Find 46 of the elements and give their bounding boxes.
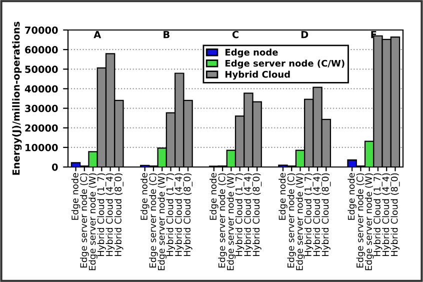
x-tick-label: Hybrid Cloud (4_4) xyxy=(174,173,184,256)
annotation: A xyxy=(94,30,102,38)
y-tick-label: 70000 xyxy=(25,26,58,34)
x-tick-label: Edge server node (W) xyxy=(88,173,98,270)
x-tick-label: Hybrid Cloud (4_4) xyxy=(382,173,392,256)
x-tick-label: Edge server node (C) xyxy=(218,173,227,268)
x-tick-label: Hybrid Cloud (8_0) xyxy=(390,173,400,256)
x-tick-label: Edge server node (W) xyxy=(226,173,236,270)
x-tick-label: Edge server node (C) xyxy=(149,173,158,268)
x-tick-label: Edge server node (C) xyxy=(356,173,366,268)
x-tick-label: Edge node xyxy=(348,173,356,220)
x-tick-label: Edge node xyxy=(140,173,150,220)
x-tick-label: Edge server node (C) xyxy=(80,173,89,268)
annotation: D xyxy=(301,30,308,38)
x-tick-label: Hybrid Cloud (1_7) xyxy=(373,173,382,256)
y-tick-label: 10000 xyxy=(26,144,58,152)
y-tick-label: 60000 xyxy=(25,46,58,54)
y-tick-label: 30000 xyxy=(25,104,58,112)
x-tick-label: Hybrid Cloud (1_7) xyxy=(97,173,106,256)
legend-label: Hybrid Cloud xyxy=(226,70,290,80)
x-tick-label: Hybrid Cloud (1_7) xyxy=(166,173,176,256)
x-tick-label: Edge node xyxy=(210,173,218,220)
x-tick-label: Edge server node (W) xyxy=(364,173,374,270)
x-tick-label: Hybrid Cloud (4_4) xyxy=(313,173,322,256)
x-tick-label: Edge node xyxy=(278,173,288,220)
y-tick-label: 40000 xyxy=(24,85,58,93)
annotation: C xyxy=(232,30,238,38)
y-tick-label: 0 xyxy=(52,163,58,171)
y-tick-label: 50000 xyxy=(25,66,58,73)
annotation: B xyxy=(164,30,170,38)
x-tick-label: Edge server node (W) xyxy=(296,173,305,270)
x-tick-label: Hybrid Cloud (4_4) xyxy=(244,173,253,256)
x-tick-label: Hybrid Cloud (8_0) xyxy=(184,173,193,256)
x-tick-label: Hybrid Cloud (1_7) xyxy=(235,173,244,256)
x-tick-label: Hybrid Cloud (8_0) xyxy=(322,173,331,256)
x-tick-label: Edge server node (W) xyxy=(158,173,166,270)
legend-label: Edge server node (C/W) xyxy=(226,60,344,69)
x-tick-label: Hybrid Cloud (1_7) xyxy=(304,173,314,256)
x-tick-label: Edge node xyxy=(71,173,80,220)
legend-label: Edge node xyxy=(226,48,278,58)
x-tick-label: Hybrid Cloud (8_0) xyxy=(114,173,124,256)
x-tick-label: Hybrid Cloud (8_0) xyxy=(252,173,262,256)
y-axis-title: Energy(J)/million-operations xyxy=(12,22,22,175)
x-tick-label: Hybrid Cloud (4_4) xyxy=(106,173,115,256)
x-tick-label: Edge server node (C) xyxy=(287,173,296,268)
y-tick-label: 20000 xyxy=(25,124,58,132)
